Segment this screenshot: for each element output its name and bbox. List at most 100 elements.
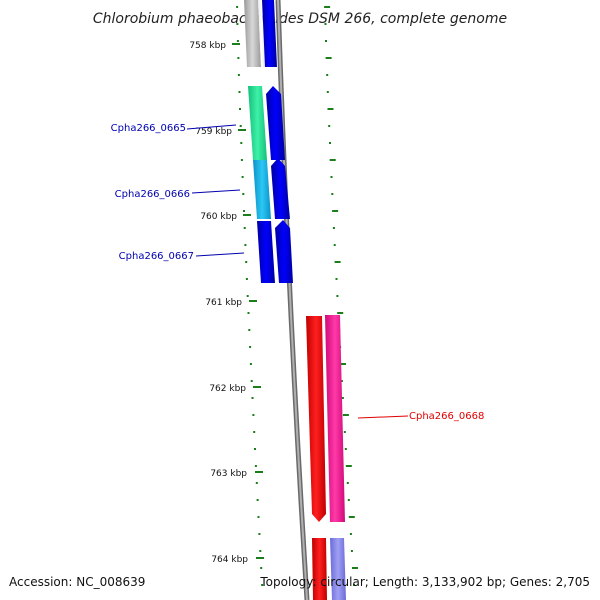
inner-tick-dot	[261, 584, 264, 586]
inner-tick-ring	[236, 6, 264, 586]
gene-feature-0666-homolog[interactable]	[271, 158, 290, 219]
gene-feature-0667-homolog[interactable]	[275, 220, 293, 283]
inner-tick-dot	[240, 142, 243, 144]
outer-tick-dot	[340, 380, 343, 382]
inner-tick-dot	[258, 533, 261, 535]
gene-feature-0666[interactable]	[253, 160, 271, 219]
outer-tick-dot	[328, 125, 331, 127]
outer-tick-dot	[324, 6, 331, 8]
inner-tick-dot	[237, 74, 240, 76]
gene-feature-0665[interactable]	[248, 86, 267, 160]
outer-tick-dot	[326, 91, 329, 93]
gene-feature-partial-blue[interactable]	[262, 0, 277, 67]
outer-tick-dot	[329, 142, 331, 144]
label-leader	[357, 415, 409, 419]
gene-label-0667[interactable]: Cpha266_0667	[119, 251, 194, 262]
gene-feature-0668-homolog[interactable]	[325, 315, 345, 522]
gene-label-0668[interactable]: Cpha266_0668	[409, 411, 484, 422]
kbp-label: 764 kbp	[211, 555, 248, 565]
backbone	[275, 0, 310, 600]
inner-tick-dot	[255, 482, 258, 484]
inner-tick-dot	[236, 23, 239, 25]
inner-tick-dot	[245, 261, 248, 263]
inner-tick-dot	[245, 278, 248, 280]
gene-feature-partial-red[interactable]	[312, 538, 327, 600]
outer-tick-dot	[326, 74, 329, 76]
gene-feature-0668[interactable]	[306, 316, 326, 522]
inner-tick-dot	[259, 550, 262, 552]
topology-text: Topology: circular; Length: 3,133,902 bp…	[259, 575, 590, 589]
outer-tick-dot	[348, 516, 355, 518]
outer-tick-dot	[330, 176, 333, 178]
outer-tick-dot	[332, 227, 335, 229]
gene-labels: Cpha266_0665 Cpha266_0666 Cpha266_0667 C…	[111, 123, 485, 422]
inner-tick-dot	[252, 414, 255, 416]
inner-tick-dot	[237, 57, 240, 59]
outer-tick-dot	[325, 40, 327, 42]
inner-tick-dot	[236, 6, 239, 8]
inner-tick-dot	[246, 295, 249, 297]
outer-tick-dot	[324, 23, 327, 25]
inner-tick-dot	[239, 125, 242, 127]
inner-tick-dot	[253, 431, 256, 433]
label-leader	[195, 252, 245, 257]
inner-tick-dot	[254, 465, 257, 467]
outer-tick-dot	[340, 363, 346, 365]
outer-tick-dot	[325, 57, 332, 59]
outer-tick-dot	[352, 567, 358, 569]
outer-tick-dot	[346, 482, 349, 484]
gene-feature-partial-lavender[interactable]	[330, 538, 346, 600]
outer-tick-dot	[344, 448, 347, 450]
outer-tick-dot	[329, 159, 336, 161]
outer-tick-ring	[324, 6, 358, 586]
kbp-label: 758 kbp	[189, 41, 226, 51]
inner-tick-dot	[247, 312, 250, 314]
inner-tick-dot	[238, 91, 241, 93]
outer-tick-dot	[342, 414, 349, 416]
outer-tick-dot	[347, 499, 350, 501]
gene-label-0666[interactable]: Cpha266_0666	[115, 189, 190, 200]
outer-tick-dot	[350, 550, 353, 552]
outer-tick-dot	[343, 431, 346, 433]
inner-tick-dot	[243, 227, 246, 229]
outer-tick-dot	[349, 533, 352, 535]
outer-tick-dot	[331, 193, 334, 195]
outer-tick-dot	[336, 295, 339, 297]
inner-tick-dot	[244, 244, 247, 246]
gene-label-0665[interactable]: Cpha266_0665	[111, 123, 186, 134]
kbp-label: 762 kbp	[209, 384, 246, 394]
kbp-label: 763 kbp	[210, 469, 247, 479]
outer-tick-dot	[335, 278, 338, 280]
inner-tick-dot	[236, 40, 239, 42]
outer-tick-dot	[334, 261, 341, 263]
inner-tick-dot	[241, 176, 244, 178]
inner-tick-dot	[260, 567, 263, 569]
gene-feature-0665-homolog[interactable]	[266, 86, 285, 160]
inner-tick-dot	[256, 499, 259, 501]
outer-tick-dot	[332, 210, 339, 212]
gene-features	[244, 0, 346, 600]
inner-tick-dot	[249, 363, 252, 365]
gene-feature-0667[interactable]	[257, 221, 275, 283]
outer-tick-dot	[327, 108, 334, 110]
inner-tick-dot	[243, 210, 245, 212]
inner-tick-dot	[240, 159, 243, 161]
inner-tick-dot	[248, 329, 251, 331]
outer-tick-dot	[353, 584, 355, 586]
outer-tick-dot	[333, 244, 336, 246]
inner-tick-dot	[239, 108, 241, 110]
label-leader	[186, 124, 237, 130]
outer-tick-dot	[345, 465, 352, 467]
kbp-scale: 758 kbp 759 kbp 760 kbp 761 kbp 762 kbp …	[189, 41, 264, 565]
label-leader	[191, 189, 241, 194]
gene-feature-partial-grey[interactable]	[244, 0, 261, 67]
inner-tick-dot	[250, 380, 253, 382]
inner-tick-dot	[257, 516, 260, 518]
outer-tick-dot	[337, 312, 344, 314]
gene-feature-partial-white[interactable]	[258, 0, 265, 67]
inner-tick-dot	[254, 448, 256, 450]
map-title: Chlorobium phaeobacteroides DSM 266, com…	[93, 11, 507, 27]
inner-tick-dot	[251, 397, 254, 399]
accession-text: Accession: NC_008639	[9, 575, 145, 589]
